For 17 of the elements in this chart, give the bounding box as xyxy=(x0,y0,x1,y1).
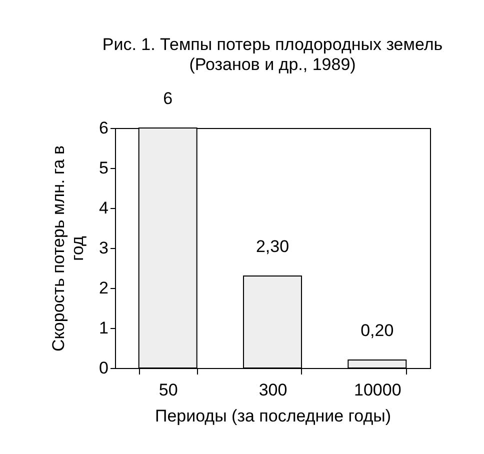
x-tick-label: 10000 xyxy=(354,380,402,400)
y-tick-label: 6 xyxy=(99,118,108,138)
y-tick-label: 2 xyxy=(99,278,108,298)
y-tick-label: 5 xyxy=(99,158,108,178)
x-tick-label: 300 xyxy=(258,380,288,400)
chart-subtitle: (Розанов и др., 1989) xyxy=(189,55,356,74)
x-axis-title: Периоды (за последние годы) xyxy=(154,406,392,426)
data-label: 0,20 xyxy=(360,321,394,340)
y-tick-label: 4 xyxy=(99,198,108,218)
y-axis-title: Скорость потерь млн. га в год xyxy=(49,146,88,352)
y-tick-label: 3 xyxy=(99,238,108,258)
y-tick-label: 0 xyxy=(99,358,108,378)
y-tick-label: 1 xyxy=(99,318,108,338)
chart-title: Рис. 1. Темпы потерь плодородных земель xyxy=(102,35,443,54)
data-label: 6 xyxy=(163,89,173,108)
x-tick-label: 50 xyxy=(158,380,178,400)
data-label: 2,30 xyxy=(256,237,290,256)
